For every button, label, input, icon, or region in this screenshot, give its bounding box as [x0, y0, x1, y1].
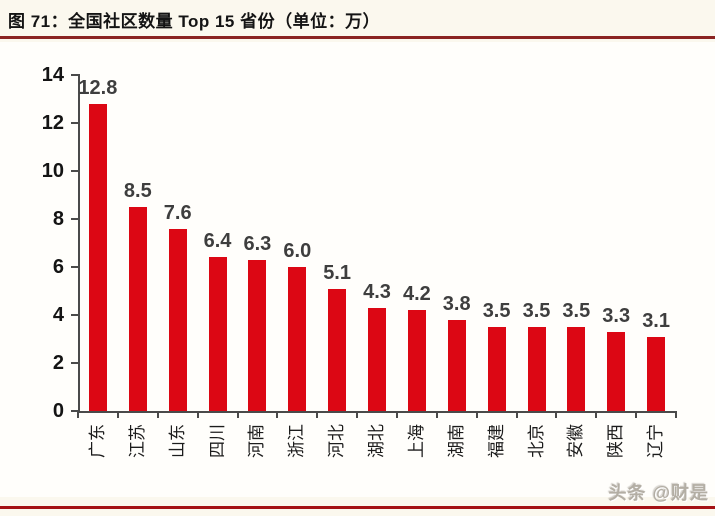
y-tick-mark — [71, 266, 78, 268]
y-tick-mark — [71, 122, 78, 124]
x-category-label: 浙江 — [287, 424, 307, 458]
y-axis-line — [78, 74, 80, 413]
x-tick-mark — [635, 411, 638, 418]
title-underline — [0, 36, 715, 39]
bar-value-label: 6.4 — [203, 230, 232, 253]
bar-value-label: 7.6 — [163, 201, 192, 224]
bar — [607, 331, 626, 411]
y-tick-mark — [71, 362, 78, 364]
y-tick-mark — [71, 74, 78, 76]
x-category-label: 河南 — [247, 424, 267, 458]
x-category-label: 江苏 — [127, 424, 147, 458]
watermark: 头条 @财是 — [608, 483, 709, 503]
x-category-label: 北京 — [526, 424, 546, 458]
x-category-label: 四川 — [207, 424, 227, 458]
x-category-label: 广东 — [87, 424, 107, 458]
x-tick-mark — [435, 411, 438, 418]
x-category-label: 福建 — [486, 424, 506, 458]
y-tick-mark — [71, 170, 78, 172]
x-tick-mark — [116, 411, 119, 418]
x-tick-mark — [475, 411, 478, 418]
y-tick-label: 6 — [52, 256, 64, 278]
bar — [88, 103, 107, 411]
y-tick-label: 2 — [52, 352, 64, 374]
bar — [368, 307, 386, 411]
bar-value-label: 3.5 — [522, 300, 551, 322]
bar — [248, 259, 267, 411]
bar-value-label: 6.3 — [243, 232, 272, 255]
x-tick-mark — [276, 411, 279, 418]
y-tick-label: 0 — [52, 400, 64, 422]
x-tick-mark — [77, 411, 79, 418]
bar — [208, 257, 227, 411]
bar — [168, 228, 187, 411]
y-tick-label: 12 — [41, 112, 64, 134]
bar — [128, 207, 147, 411]
bar — [567, 327, 586, 411]
bar-value-label: 4.3 — [363, 280, 391, 303]
x-category-label: 河北 — [327, 424, 347, 458]
bar — [527, 327, 546, 411]
x-tick-mark — [316, 411, 319, 418]
y-tick-label: 10 — [41, 160, 64, 182]
x-tick-mark — [196, 411, 199, 418]
bar-value-label: 3.1 — [642, 309, 670, 332]
bar — [407, 310, 426, 411]
x-category-label: 山东 — [167, 424, 187, 458]
x-axis-line — [77, 411, 677, 413]
y-tick-mark — [71, 410, 78, 412]
x-tick-mark — [675, 411, 677, 418]
x-tick-mark — [156, 411, 159, 418]
x-category-label: 安徽 — [566, 424, 586, 458]
y-tick-label: 14 — [41, 64, 64, 86]
bar-value-label: 3.5 — [482, 300, 511, 322]
x-tick-mark — [595, 411, 598, 418]
bottom-divider-line — [0, 506, 715, 509]
chart-title: 图 71：全国社区数量 Top 15 省份（单位：万） — [8, 12, 381, 31]
bar-value-label: 3.8 — [442, 292, 471, 315]
bar — [487, 327, 506, 411]
x-category-label: 辽宁 — [646, 424, 666, 458]
plot-area: 12.8 8.5 7.6 6.4 6.3 6.0 5.1 4.3 4.2 3.8 3.5 3.5 3.5… — [78, 75, 676, 411]
y-tick-label: 8 — [52, 208, 64, 230]
bar-value-label: 12.8 — [78, 76, 118, 99]
bar — [447, 319, 466, 411]
y-tick-label: 4 — [52, 304, 64, 326]
y-tick-mark — [71, 314, 78, 316]
x-tick-mark — [236, 411, 239, 418]
bar-value-label: 4.2 — [402, 283, 431, 306]
x-category-label: 陕西 — [606, 424, 626, 458]
bar — [647, 336, 666, 411]
x-tick-mark — [356, 411, 359, 418]
bar — [328, 288, 347, 411]
x-category-label: 湖南 — [446, 424, 466, 458]
bar-value-label: 8.5 — [123, 180, 152, 202]
bar-value-label: 6.0 — [283, 240, 312, 262]
bar-value-label: 3.5 — [562, 300, 591, 322]
bar-value-label: 5.1 — [323, 261, 351, 284]
chart-background — [0, 42, 715, 497]
x-category-label: 上海 — [406, 424, 426, 458]
x-category-label: 湖北 — [367, 424, 386, 458]
x-tick-mark — [555, 411, 558, 418]
x-tick-mark — [515, 411, 518, 418]
x-tick-mark — [395, 411, 398, 418]
bar-value-label: 3.3 — [602, 304, 631, 327]
bar — [288, 267, 307, 411]
y-tick-mark — [71, 218, 78, 220]
